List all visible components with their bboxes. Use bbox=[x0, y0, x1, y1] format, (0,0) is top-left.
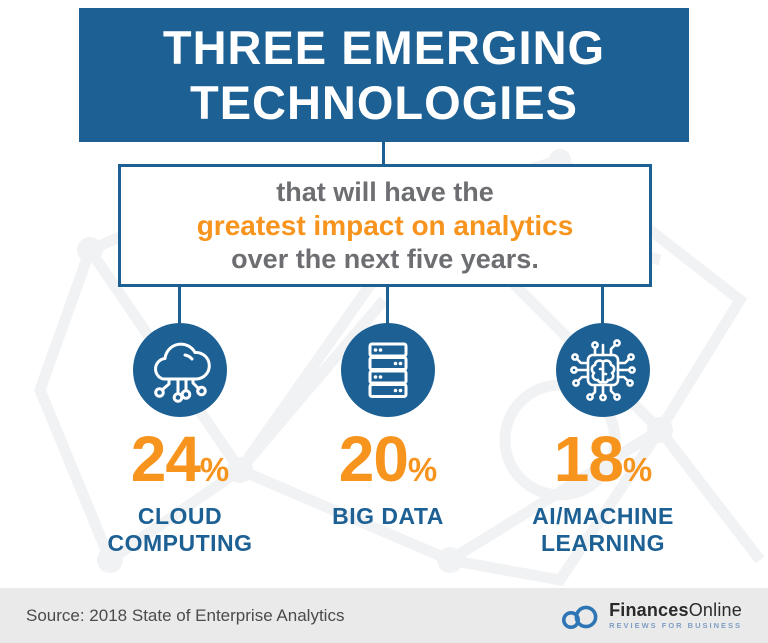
cloud-computing-icon-badge bbox=[133, 323, 227, 417]
label-cloud-computing: CLOUD COMPUTING bbox=[107, 503, 253, 556]
brand-text: FinancesOnline REVIEWS FOR BUSINESS bbox=[609, 601, 742, 630]
percent-unit: % bbox=[622, 451, 653, 488]
big-data-icon-badge bbox=[341, 323, 435, 417]
label-big-data: BIG DATA bbox=[332, 503, 444, 529]
big-data-icon bbox=[368, 342, 408, 398]
brand-name-regular: Online bbox=[688, 600, 742, 621]
percent-value: 18 bbox=[553, 423, 624, 495]
ai-machine-learning-icon bbox=[570, 339, 636, 402]
label-ai-ml: AI/MACHINE LEARNING bbox=[532, 503, 674, 556]
tech-column-ai-ml: 18% AI/MACHINE LEARNING bbox=[498, 323, 708, 557]
title-line-1: THREE EMERGING bbox=[162, 21, 606, 74]
title-line-2: TECHNOLOGIES bbox=[189, 76, 579, 129]
percent-value: 20 bbox=[338, 423, 409, 495]
cloud-computing-icon bbox=[154, 342, 211, 403]
percent-ai-ml: 18% bbox=[554, 427, 653, 491]
subtitle-line-3: over the next five years. bbox=[231, 243, 539, 274]
tech-column-big-data: 20% BIG DATA bbox=[283, 323, 493, 530]
percent-unit: % bbox=[199, 451, 230, 488]
connector-to-ai-ml bbox=[601, 285, 604, 325]
subtitle-line-2-highlight: greatest impact on analytics bbox=[196, 209, 574, 241]
brand-name: FinancesOnline bbox=[609, 601, 742, 619]
percent-value: 24 bbox=[130, 423, 201, 495]
source-text: Source: 2018 State of Enterprise Analyti… bbox=[26, 605, 345, 625]
subtitle-line-1: that will have the bbox=[276, 176, 494, 207]
connector-title-to-subtitle bbox=[382, 142, 385, 165]
percent-big-data: 20% bbox=[339, 427, 438, 491]
footer-bar: Source: 2018 State of Enterprise Analyti… bbox=[0, 588, 768, 643]
brand-name-bold: Finances bbox=[609, 600, 689, 621]
percent-cloud-computing: 24% bbox=[131, 427, 230, 491]
financesonline-logo-icon bbox=[562, 605, 598, 629]
brand-tagline: REVIEWS FOR BUSINESS bbox=[609, 621, 742, 631]
connector-to-big-data bbox=[386, 285, 389, 325]
financesonline-brand: FinancesOnline REVIEWS FOR BUSINESS bbox=[559, 601, 742, 631]
title-banner: THREE EMERGING TECHNOLOGIES bbox=[79, 8, 689, 142]
ai-machine-learning-icon-badge bbox=[556, 323, 650, 417]
connector-to-cloud-computing bbox=[178, 285, 181, 325]
tech-column-cloud-computing: 24% CLOUD COMPUTING bbox=[75, 323, 285, 557]
subtitle-box: that will have the greatest impact on an… bbox=[118, 164, 652, 287]
percent-unit: % bbox=[407, 451, 438, 488]
